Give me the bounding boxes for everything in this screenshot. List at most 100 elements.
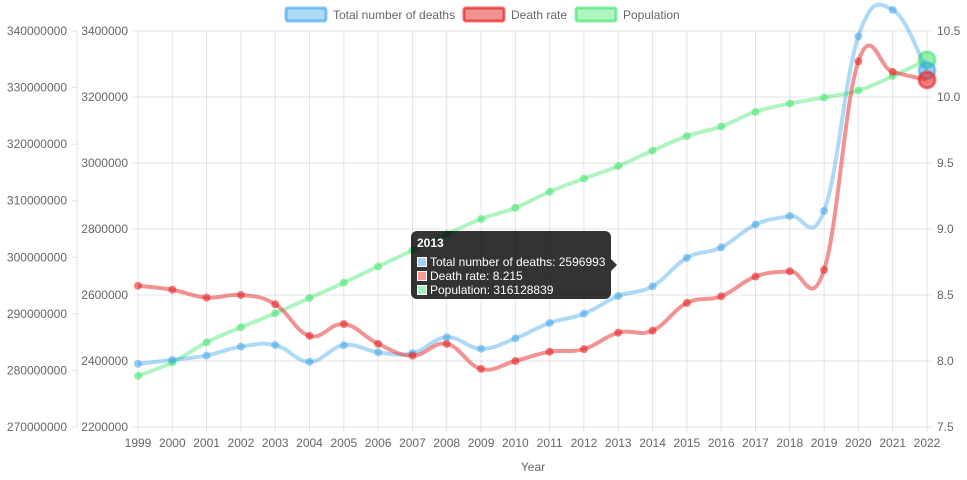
point-death-rate[interactable] — [682, 298, 691, 307]
point-population[interactable] — [682, 132, 691, 141]
point-population[interactable] — [820, 93, 829, 102]
point-death-rate[interactable] — [374, 339, 383, 348]
x-tick-label: 2021 — [879, 436, 906, 450]
point-death-rate[interactable] — [134, 281, 142, 290]
point-death-rate[interactable] — [477, 364, 486, 373]
point-death-rate[interactable] — [579, 345, 588, 354]
point-death-rate[interactable] — [442, 339, 451, 348]
point-total-number-of-deaths[interactable] — [202, 351, 211, 360]
point-death-rate[interactable] — [751, 272, 760, 281]
series-layer — [134, 2, 937, 380]
point-total-number-of-deaths[interactable] — [751, 220, 760, 229]
y-pop-tick-label: 310000000 — [7, 194, 67, 208]
point-total-number-of-deaths[interactable] — [888, 5, 897, 14]
point-population[interactable] — [579, 174, 588, 183]
point-death-rate[interactable] — [545, 347, 554, 356]
point-total-number-of-deaths[interactable] — [717, 243, 726, 252]
point-total-number-of-deaths[interactable] — [511, 334, 520, 343]
series-line-total-number-of-deaths — [137, 2, 929, 366]
point-population[interactable] — [511, 203, 520, 212]
point-death-rate[interactable] — [339, 320, 348, 329]
point-death-rate[interactable] — [648, 326, 657, 335]
y-rate-tick-label: 8.5 — [937, 288, 954, 302]
point-total-number-of-deaths[interactable] — [442, 333, 451, 342]
point-population[interactable] — [545, 187, 554, 196]
point-population[interactable] — [134, 371, 142, 380]
y-axis-death-rate: 10.5 10.0 9.5 9.0 8.5 8.0 7.5 — [927, 24, 961, 434]
x-tick-label: 2020 — [845, 436, 872, 450]
y-pop-tick-label: 320000000 — [7, 137, 67, 151]
x-tick-label: 2001 — [193, 436, 220, 450]
legend-item-population[interactable]: Population — [574, 6, 680, 23]
point-death-rate[interactable] — [271, 300, 280, 309]
y-rate-tick-label: 9.5 — [937, 156, 954, 170]
y-rate-tick-label: 9.0 — [937, 222, 954, 236]
point-total-number-of-deaths[interactable] — [374, 348, 383, 357]
point-population[interactable] — [751, 107, 760, 116]
legend-item-total-number-of-deaths[interactable]: Total number of deaths — [284, 6, 455, 23]
point-population[interactable] — [271, 309, 280, 318]
point-total-number-of-deaths[interactable] — [854, 32, 863, 41]
point-total-number-of-deaths[interactable] — [271, 341, 280, 350]
point-total-number-of-deaths[interactable] — [614, 291, 623, 300]
point-population[interactable] — [785, 99, 794, 108]
point-total-number-of-deaths[interactable] — [648, 282, 657, 291]
point-death-rate[interactable] — [202, 293, 211, 302]
x-tick-label: 2010 — [502, 436, 529, 450]
point-death-rate[interactable] — [917, 70, 937, 90]
point-total-number-of-deaths[interactable] — [168, 355, 177, 364]
x-axis: 1999 2000 2001 2002 2003 2004 2005 2006 2007 2008… — [125, 436, 941, 450]
point-death-rate[interactable] — [785, 267, 794, 276]
x-tick-label: 2009 — [468, 436, 495, 450]
y-pop-tick-label: 340000000 — [7, 24, 67, 38]
tooltip-title: 2013 — [417, 236, 444, 250]
y-pop-tick-label: 330000000 — [7, 81, 67, 95]
y-deaths-tick-label: 3200000 — [81, 90, 128, 104]
point-total-number-of-deaths[interactable] — [820, 206, 829, 215]
point-total-number-of-deaths[interactable] — [682, 253, 691, 262]
point-total-number-of-deaths[interactable] — [579, 309, 588, 318]
x-tick-label: 2005 — [330, 436, 357, 450]
point-death-rate[interactable] — [614, 328, 623, 337]
tooltip: 2013 Total number of deaths: 2596993 Dea… — [411, 231, 617, 299]
point-total-number-of-deaths[interactable] — [545, 318, 554, 327]
point-total-number-of-deaths[interactable] — [477, 344, 486, 353]
point-total-number-of-deaths[interactable] — [305, 357, 314, 366]
point-total-number-of-deaths[interactable] — [785, 212, 794, 221]
point-population[interactable] — [374, 262, 383, 271]
point-population[interactable] — [854, 86, 863, 95]
point-population[interactable] — [477, 214, 486, 223]
point-death-rate[interactable] — [168, 285, 177, 294]
point-population[interactable] — [305, 293, 314, 302]
point-total-number-of-deaths[interactable] — [339, 341, 348, 350]
tooltip-text-rate: Death rate: 8.215 — [430, 269, 523, 283]
legend-item-death-rate[interactable]: Death rate — [462, 6, 567, 23]
point-death-rate[interactable] — [305, 331, 314, 340]
x-tick-label: 2004 — [296, 436, 323, 450]
point-population[interactable] — [717, 122, 726, 131]
point-total-number-of-deaths[interactable] — [134, 359, 142, 368]
point-population[interactable] — [648, 146, 657, 155]
point-death-rate[interactable] — [854, 57, 863, 66]
y-rate-tick-label: 10.5 — [937, 24, 961, 38]
legend-label-total-number-of-deaths: Total number of deaths — [333, 8, 455, 22]
legend-swatch-population — [574, 6, 618, 23]
x-tick-label: 2008 — [433, 436, 460, 450]
point-death-rate[interactable] — [511, 357, 520, 365]
point-total-number-of-deaths[interactable] — [236, 342, 245, 351]
point-death-rate[interactable] — [236, 291, 245, 299]
point-death-rate[interactable] — [888, 67, 897, 76]
point-death-rate[interactable] — [408, 351, 417, 360]
point-population[interactable] — [614, 162, 623, 171]
point-population[interactable] — [236, 323, 245, 332]
point-death-rate[interactable] — [717, 292, 726, 301]
point-death-rate[interactable] — [820, 265, 829, 274]
x-tick-label: 1999 — [125, 436, 152, 450]
y-deaths-tick-label: 2200000 — [81, 420, 128, 434]
y-pop-tick-label: 270000000 — [7, 420, 67, 434]
point-population[interactable] — [339, 278, 348, 287]
x-tick-label: 2002 — [228, 436, 255, 450]
x-tick-label: 2003 — [262, 436, 289, 450]
x-tick-label: 2006 — [365, 436, 392, 450]
point-population[interactable] — [202, 338, 211, 347]
